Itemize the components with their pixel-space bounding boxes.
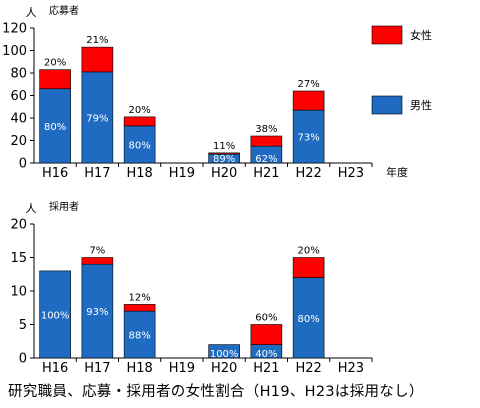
hires-female-pct-label: 12%	[129, 292, 151, 303]
applicants-x-tick-label: H16	[42, 166, 68, 181]
hires-x-tick-label: H22	[295, 361, 321, 376]
legend-male-label: 男性	[410, 98, 432, 112]
applicants-y-tick-label: 40	[10, 112, 27, 127]
hires-bar-female	[292, 257, 325, 278]
hires-y-tick-label: 20	[10, 218, 27, 233]
hires-y-tick-label: 10	[10, 285, 27, 300]
applicants-male-pct-label: 89%	[213, 154, 235, 165]
hires-female-pct-label: 7%	[89, 246, 105, 257]
hires-y-unit-label: 人	[26, 202, 37, 215]
applicants-female-pct-label: 21%	[86, 35, 108, 46]
applicants-male-pct-label: 79%	[86, 113, 108, 124]
applicants-bar-male	[292, 109, 325, 164]
applicants-bar-female	[250, 135, 283, 147]
hires-x-tick-label: H17	[84, 361, 110, 376]
applicants-y-tick-label: 100	[2, 44, 27, 59]
applicants-male-pct-label: 73%	[298, 133, 320, 144]
hires-male-pct-label: 80%	[298, 314, 320, 325]
applicants-y-tick-label: 0	[19, 157, 27, 172]
applicants-x-axis-label: 年度	[386, 165, 408, 179]
hires-bar-male	[39, 270, 71, 359]
applicants-bar-female	[292, 90, 325, 111]
applicants-y-tick-label: 120	[2, 22, 27, 37]
hires-female-pct-label: 60%	[255, 313, 277, 324]
applicants-bar-female	[81, 46, 114, 73]
applicants-male-pct-label: 62%	[255, 154, 277, 165]
hires-bar-male	[81, 263, 114, 359]
hires-female-pct-label: 20%	[298, 246, 320, 257]
hires-bar-male	[292, 277, 325, 359]
applicants-female-pct-label: 38%	[255, 124, 277, 135]
applicants-female-pct-label: 20%	[44, 58, 66, 69]
legend-female-swatch	[371, 25, 403, 45]
applicants-male-pct-label: 80%	[44, 122, 66, 133]
applicants-female-pct-label: 27%	[298, 79, 320, 90]
hires-bar-female	[81, 257, 114, 265]
hires-male-pct-label: 100%	[41, 310, 70, 321]
applicants-female-pct-label: 20%	[129, 105, 151, 116]
applicants-bar-male	[81, 71, 114, 164]
hires-male-pct-label: 100%	[210, 349, 239, 360]
applicants-bar-female	[39, 69, 71, 90]
hires-male-pct-label: 88%	[129, 331, 151, 342]
applicants-y-tick-label: 60	[10, 89, 27, 104]
applicants-x-tick-label: H17	[84, 166, 110, 181]
hires-bar-female	[250, 324, 283, 345]
hires-y-tick-label: 5	[19, 318, 27, 333]
applicants-y-tick-label: 80	[10, 67, 27, 82]
hires-bar-male	[208, 344, 240, 359]
applicants-male-pct-label: 80%	[129, 140, 151, 151]
applicants-y-tick-label: 20	[10, 134, 27, 149]
applicants-female-pct-label: 11%	[213, 141, 235, 152]
hires-male-pct-label: 93%	[86, 307, 108, 318]
hires-x-tick-label: H23	[338, 361, 364, 376]
applicants-x-tick-label: H21	[253, 166, 279, 181]
applicants-x-tick-label: H18	[126, 166, 152, 181]
hires-x-tick-label: H19	[169, 361, 195, 376]
legend-female-label: 女性	[410, 28, 432, 42]
applicants-y-unit-label: 人	[26, 6, 37, 19]
hires-male-pct-label: 40%	[255, 349, 277, 360]
hires-x-tick-label: H20	[211, 361, 237, 376]
applicants-bar-female	[123, 116, 156, 127]
hires-x-tick-label: H21	[253, 361, 279, 376]
applicants-x-tick-label: H23	[338, 166, 364, 181]
hires-x-tick-label: H16	[42, 361, 68, 376]
hires-bar-female	[123, 304, 156, 312]
hires-y-tick-label: 15	[10, 251, 27, 266]
applicants-x-tick-label: H22	[295, 166, 321, 181]
applicants-x-tick-label: H19	[169, 166, 195, 181]
figure-caption: 研究職員、応募・採用者の女性割合（H19、H23は採用なし）	[8, 384, 424, 400]
hires-y-tick-label: 0	[19, 352, 27, 367]
legend-male-swatch	[371, 95, 403, 115]
applicants-x-tick-label: H20	[211, 166, 237, 181]
hires-chart-title: 採用者	[49, 200, 79, 213]
applicants-chart-title: 応募者	[49, 4, 79, 17]
hires-bar-male	[123, 310, 156, 359]
applicants-bar-female	[208, 152, 240, 155]
hires-x-tick-label: H18	[126, 361, 152, 376]
